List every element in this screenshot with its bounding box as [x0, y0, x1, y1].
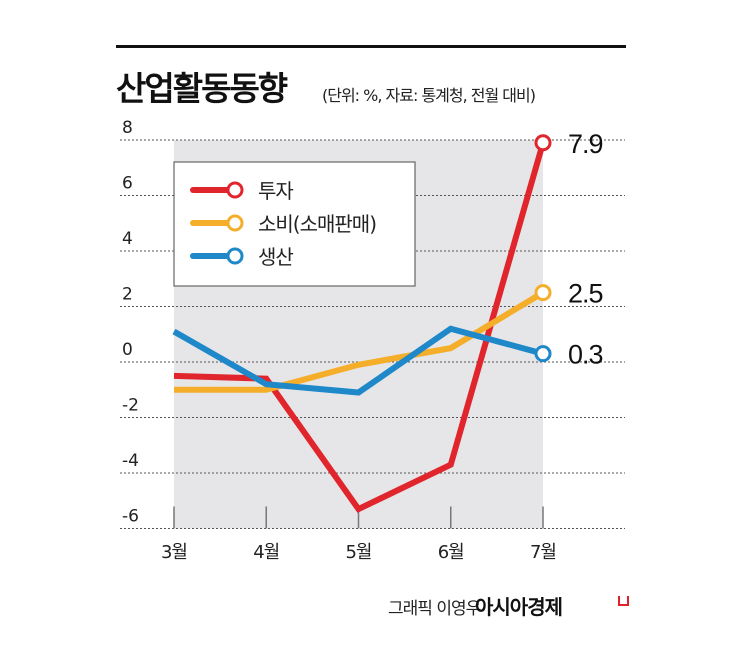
y-tick-label: -6: [122, 507, 139, 527]
legend-label: 소비(소매판매): [258, 212, 376, 236]
x-tick-label: 6월: [438, 542, 464, 563]
y-tick-label: 2: [122, 285, 133, 305]
series-line-1: [174, 290, 545, 393]
series-line-0: [173, 141, 546, 513]
chart-subtitle: (단위: %, 자료: 통계청, 전월 대비): [322, 86, 536, 105]
x-tick-label: 5월: [345, 542, 371, 563]
end-marker-1: [534, 284, 552, 302]
legend-label: 생산: [258, 245, 293, 269]
legend-marker-icon: [226, 181, 244, 199]
top-rule: [116, 45, 626, 48]
x-tick-label: 7월: [530, 542, 556, 563]
end-marker-2: [534, 345, 552, 363]
legend-marker-icon: [226, 214, 244, 232]
legend-label: 투자: [258, 179, 293, 203]
legend-marker-icon: [226, 247, 244, 265]
y-tick-label: -2: [122, 396, 139, 416]
end-value-label: 2.5: [568, 279, 603, 309]
y-tick-label: -4: [122, 451, 139, 471]
y-tick-label: 8: [122, 118, 133, 138]
graphic-credit: 그래픽 이영우: [388, 599, 481, 619]
brand-mark-icon: [618, 596, 629, 606]
y-tick-label: 0: [122, 340, 133, 360]
y-tick-label: 6: [122, 174, 133, 194]
x-tick-label: 4월: [253, 542, 279, 563]
end-marker-0: [534, 134, 552, 152]
end-value-label: 0.3: [568, 340, 603, 370]
end-value-label: 7.9: [568, 129, 603, 159]
x-tick-label: 3월: [161, 542, 187, 563]
brand-logo: 아시아경제: [475, 595, 563, 619]
chart-title: 산업활동동향: [116, 69, 288, 108]
series-line-2: [172, 325, 544, 396]
y-tick-label: 4: [122, 229, 133, 249]
